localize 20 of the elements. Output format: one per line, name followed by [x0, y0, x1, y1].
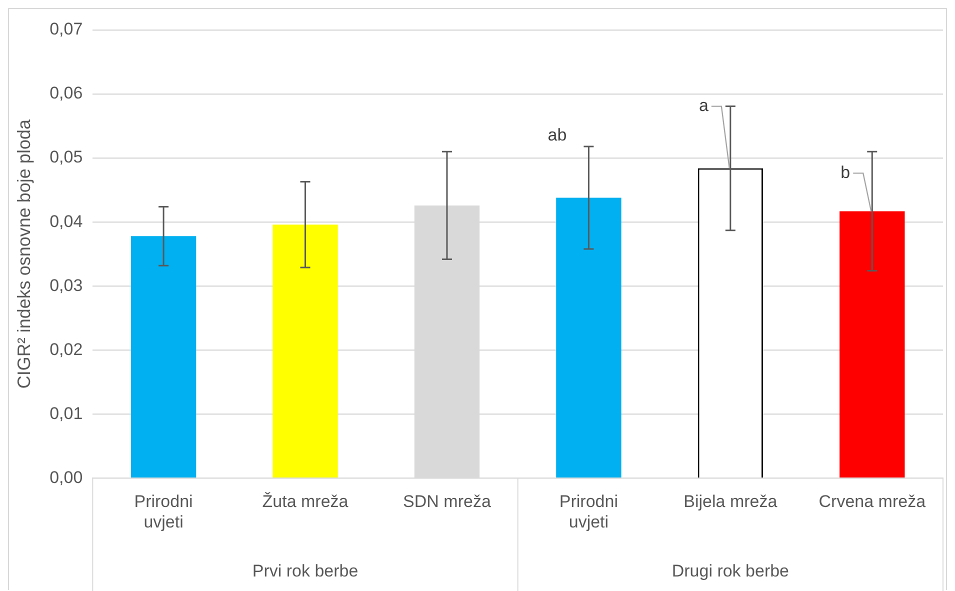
x-tick-label: Prirodni uvjeti — [559, 492, 618, 532]
y-tick-label: 0,01 — [50, 404, 83, 423]
y-tick-label: 0,02 — [50, 340, 83, 359]
y-tick-label: 0,06 — [50, 84, 83, 103]
y-tick-label: 0,05 — [50, 148, 83, 167]
text: Drugi rok berbe — [672, 562, 790, 581]
x-tick-label: Bijela mreža — [684, 492, 778, 512]
annotation: ab — [548, 125, 567, 144]
y-axis-title: CIGR² indeks osnovne boje ploda — [14, 118, 34, 389]
y-tick-label: 0,04 — [50, 212, 83, 231]
x-tick-label: Žuta mreža — [262, 492, 349, 512]
y-tick-label: 0,03 — [50, 276, 83, 295]
y-tick-label: 0,00 — [50, 468, 83, 487]
text: Prvi rok berbe — [252, 562, 358, 581]
y-tick-label: 0,07 — [50, 20, 83, 39]
annotation: a — [698, 96, 709, 115]
x-tick-label: Prirodni uvjeti — [134, 492, 193, 532]
x-tick-label: SDN mreža — [403, 492, 492, 512]
x-tick-label: Crvena mreža — [818, 492, 926, 512]
annotation: b — [840, 162, 850, 182]
